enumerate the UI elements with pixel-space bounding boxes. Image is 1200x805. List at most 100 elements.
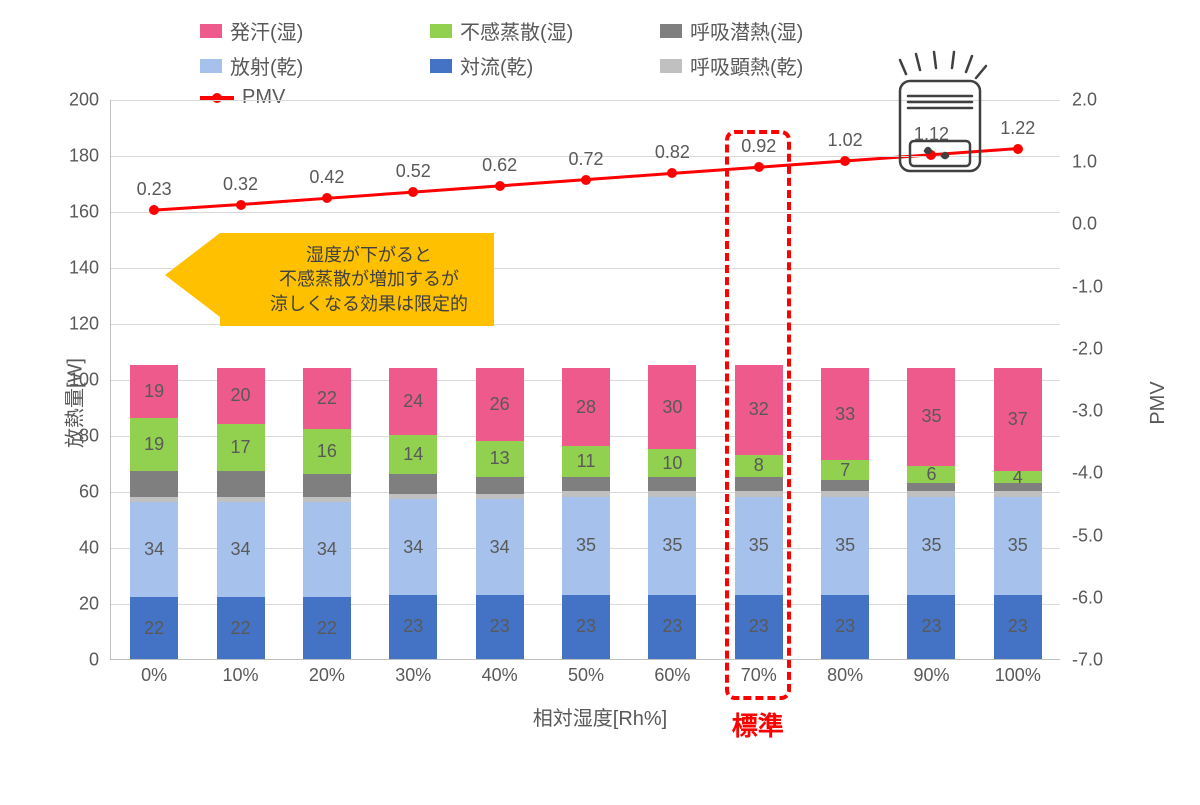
pmv-marker [495, 181, 505, 191]
legend: 発汗(湿)不感蒸散(湿)呼吸潜熱(湿)放射(乾)対流(乾)呼吸顕熱(乾)PMV [200, 16, 890, 109]
bar-segment: 4 [994, 471, 1042, 482]
bar-segment [735, 477, 783, 491]
bar-segment: 34 [476, 499, 524, 594]
x-tick: 50% [568, 659, 604, 686]
y-left-tick: 160 [69, 202, 111, 223]
bar-segment: 35 [735, 497, 783, 595]
bar-segment [217, 471, 265, 496]
pmv-marker [581, 175, 591, 185]
legend-swatch [660, 24, 682, 38]
x-tick: 20% [309, 659, 345, 686]
y-right-tick: 1.0 [1060, 152, 1097, 173]
bar-segment: 28 [562, 368, 610, 446]
bar-segment: 8 [735, 455, 783, 477]
bar-segment [303, 474, 351, 496]
bar-segment: 14 [389, 435, 437, 474]
y-left-tick: 80 [79, 426, 111, 447]
bar-group: 24143423 [389, 368, 437, 659]
legend-label: 呼吸潜熱(湿) [690, 16, 803, 45]
y-right-tick: -7.0 [1060, 650, 1103, 671]
bar-segment: 22 [303, 368, 351, 430]
legend-swatch [430, 59, 452, 73]
x-tick: 30% [395, 659, 431, 686]
x-tick: 10% [223, 659, 259, 686]
gridline [111, 212, 1060, 213]
pmv-value-label: 0.62 [482, 155, 517, 176]
bar-group: 28113523 [562, 368, 610, 659]
bar-segment: 34 [389, 499, 437, 594]
bar-segment: 6 [907, 466, 955, 483]
bar-segment: 11 [562, 446, 610, 477]
pmv-marker [236, 200, 246, 210]
callout-arrow: 湿度が下がると 不感蒸散が増加するが 涼しくなる効果は限定的 [220, 233, 494, 326]
y-right-tick: 0.0 [1060, 214, 1097, 235]
bar-segment: 35 [648, 497, 696, 595]
bar-segment: 34 [130, 502, 178, 597]
bar-segment: 20 [217, 368, 265, 424]
bar-segment: 24 [389, 368, 437, 435]
pmv-value-label: 1.22 [1000, 118, 1035, 139]
legend-item: 放射(乾) [200, 51, 430, 80]
x-tick: 60% [654, 659, 690, 686]
legend-label: 放射(乾) [230, 51, 303, 80]
x-tick: 100% [995, 659, 1041, 686]
callout-line1: 湿度が下がると [270, 243, 468, 267]
bar-segment: 19 [130, 418, 178, 471]
pmv-marker [754, 162, 764, 172]
bar-segment [994, 483, 1042, 491]
bar-segment: 19 [130, 365, 178, 418]
bar-segment: 7 [821, 460, 869, 480]
bar-group: 3743523 [994, 368, 1042, 659]
y-right-tick: -5.0 [1060, 525, 1103, 546]
bar-segment: 37 [994, 368, 1042, 472]
y-right-tick: -2.0 [1060, 338, 1103, 359]
y-left-tick: 20 [79, 594, 111, 615]
legend-label: 不感蒸散(湿) [460, 16, 573, 45]
callout-line3: 涼しくなる効果は限定的 [270, 292, 468, 316]
bar-segment: 22 [130, 597, 178, 659]
bar-segment: 23 [735, 595, 783, 659]
bar-segment: 10 [648, 449, 696, 477]
bar-segment: 35 [907, 497, 955, 595]
bar-segment [821, 480, 869, 491]
y-left-tick: 120 [69, 314, 111, 335]
y-left-tick: 0 [89, 650, 111, 671]
legend-label: 対流(乾) [460, 51, 533, 80]
legend-label: 呼吸顕熱(乾) [690, 51, 803, 80]
bar-group: 26133423 [476, 368, 524, 659]
pmv-value-label: 0.92 [741, 136, 776, 157]
bar-segment: 30 [648, 365, 696, 449]
bar-group: 22163422 [303, 368, 351, 659]
pmv-value-label: 1.02 [828, 130, 863, 151]
pmv-value-label: 0.72 [568, 149, 603, 170]
bar-group: 3373523 [821, 368, 869, 659]
bar-segment: 23 [994, 595, 1042, 659]
bar-segment: 22 [303, 597, 351, 659]
pmv-marker [408, 187, 418, 197]
pmv-marker [149, 205, 159, 215]
bar-segment: 23 [476, 595, 524, 659]
bar-group: 20173422 [217, 368, 265, 659]
pmv-value-label: 0.23 [137, 179, 172, 200]
legend-swatch [430, 24, 452, 38]
y-left-tick: 100 [69, 370, 111, 391]
pmv-value-label: 0.32 [223, 174, 258, 195]
bar-segment [907, 483, 955, 491]
bar-segment [389, 474, 437, 494]
legend-item: 不感蒸散(湿) [430, 16, 660, 45]
bar-group: 30103523 [648, 365, 696, 659]
y-left-tick: 40 [79, 538, 111, 559]
bar-segment: 23 [562, 595, 610, 659]
x-tick: 0% [141, 659, 167, 686]
y-left-tick: 140 [69, 258, 111, 279]
bar-segment: 35 [907, 368, 955, 466]
y-right-tick: -1.0 [1060, 276, 1103, 297]
y-right-axis-label: PMV [1147, 381, 1170, 424]
bar-segment [562, 477, 610, 491]
bar-group: 3563523 [907, 368, 955, 659]
bar-segment: 26 [476, 368, 524, 441]
legend-swatch [660, 59, 682, 73]
bar-segment [130, 471, 178, 496]
legend-item: 発汗(湿) [200, 16, 430, 45]
bar-group: 3283523 [735, 365, 783, 659]
